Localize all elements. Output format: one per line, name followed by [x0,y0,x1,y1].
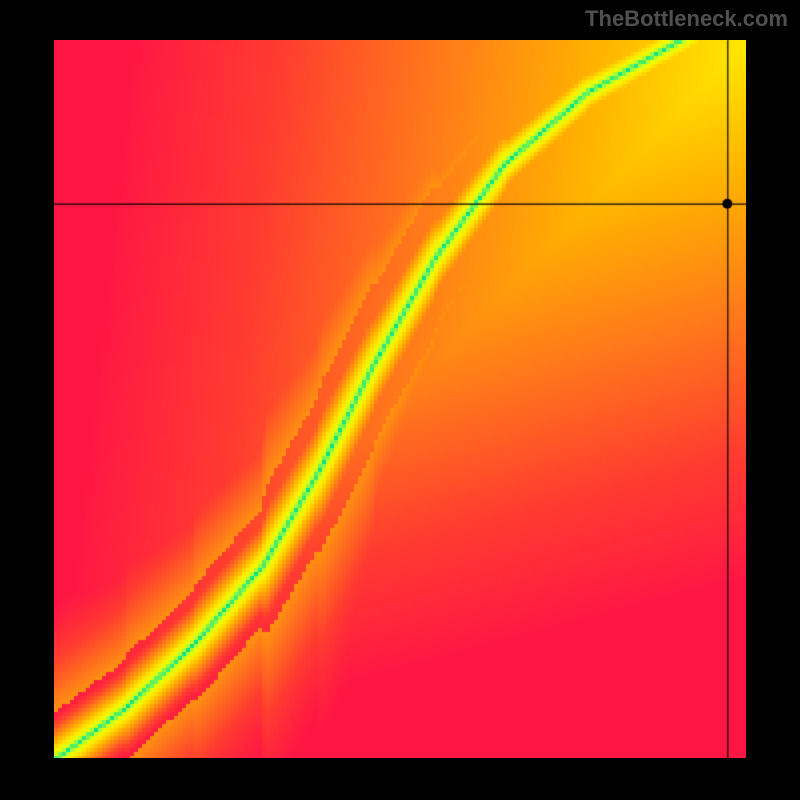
chart-container: TheBottleneck.com [0,0,800,800]
crosshair-overlay [0,0,800,800]
watermark-text: TheBottleneck.com [585,6,788,32]
